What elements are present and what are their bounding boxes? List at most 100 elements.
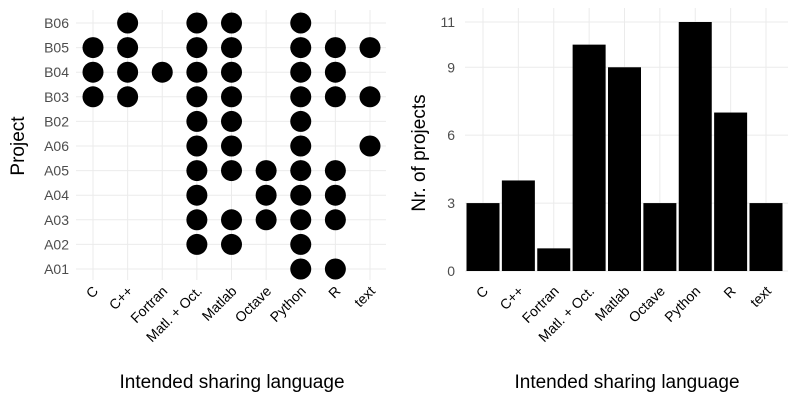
bar-fortran (537, 248, 571, 271)
bar-python (678, 22, 712, 271)
bar-c (501, 180, 535, 271)
dot-a06-python (290, 135, 312, 157)
dot-plot-y-tick-label: B03 (44, 89, 69, 105)
bar-chart-x-tick-label: C++ (496, 283, 526, 313)
dot-plot-y-tick-label: A01 (44, 261, 69, 277)
dot-b06-matl-oct (186, 12, 208, 34)
dot-b03-python (290, 86, 312, 108)
dot-b05-c (117, 37, 139, 59)
dot-plot-y-axis-title: Project (8, 116, 29, 176)
bar-chart-y-axis-title: Nr. of projects (409, 94, 430, 211)
bar-chart-x-axis-title: Intended sharing language (514, 372, 739, 393)
dot-plot-x-tick-label: Python (267, 283, 309, 325)
dot-a03-r (324, 209, 346, 231)
bar-chart-y-tick-label: 9 (447, 59, 455, 75)
dot-b03-text (359, 86, 381, 108)
dot-a05-matl-oct (186, 160, 208, 182)
dot-a04-matl-oct (186, 184, 208, 206)
dot-b05-python (290, 37, 312, 59)
dot-plot-y-tick-label: B04 (44, 64, 69, 80)
dot-plot-x-tick-label: C++ (106, 283, 136, 313)
dot-plot-points (82, 12, 381, 280)
dot-plot-x-tick-label: Matlab (199, 283, 240, 324)
bar-chart-x-tick-label: R (720, 283, 738, 301)
bar-c (466, 203, 500, 271)
bar-matl-oct (572, 44, 606, 271)
dot-plot-y-tick-label: A06 (44, 138, 69, 154)
dot-b02-matl-oct (186, 110, 208, 132)
dot-plot-y-ticks: A01 A02 A03 A04 A05 A06 B02 B03 B04 B05 B06 (44, 15, 69, 277)
dot-a04-r (324, 184, 346, 206)
dot-a02-python (290, 233, 312, 255)
bar-chart-y-tick-label: 0 (447, 263, 455, 279)
dot-b04-matl-oct (186, 61, 208, 83)
dot-plot-y-tick-label: A03 (44, 212, 69, 228)
bar-matlab (608, 67, 641, 271)
dot-a05-python (290, 160, 312, 182)
dot-b03-c (82, 86, 104, 108)
dot-b03-c (117, 86, 139, 108)
dot-b04-r (324, 61, 346, 83)
dot-b04-c (82, 61, 104, 83)
bar-octave (643, 203, 677, 271)
bar-chart-x-tick-label: Octave (625, 283, 668, 326)
dot-a04-python (290, 184, 312, 206)
bar-chart-y-tick-label: 3 (447, 195, 455, 211)
bar-r (714, 112, 748, 271)
dot-b05-r (324, 37, 346, 59)
dot-a01-r (324, 258, 346, 280)
bar-chart-x-tick-label: C (473, 283, 491, 301)
dot-b06-matlab (221, 12, 242, 34)
dot-a05-r (324, 160, 346, 182)
dot-a03-matlab (221, 209, 242, 231)
dot-plot-y-tick-label: B05 (44, 40, 69, 56)
dot-plot-y-tick-label: A04 (44, 187, 69, 203)
dot-plot-y-tick-label: B06 (44, 15, 69, 31)
dot-plot-x-tick-label: R (325, 283, 343, 301)
dot-a01-python (290, 258, 312, 280)
bar-chart-y-tick-label: 11 (440, 14, 455, 30)
dot-a06-text (359, 135, 381, 157)
dot-b04-python (290, 61, 312, 83)
bar-chart-x-tick-label: Python (661, 283, 703, 325)
bar-chart-x-tick-label: Matlab (592, 283, 633, 324)
dot-plot-y-tick-label: A02 (44, 236, 69, 252)
dot-a02-matlab (221, 233, 242, 255)
dot-b06-python (290, 12, 312, 34)
dot-b05-text (359, 37, 381, 59)
dot-a03-octave (255, 209, 277, 231)
dot-b04-c (117, 61, 139, 83)
dot-a06-matl-oct (186, 135, 208, 157)
dot-b06-c (117, 12, 139, 34)
dot-plot-x-tick-label: C (83, 283, 101, 301)
dot-plot-x-tick-label: Octave (232, 283, 275, 326)
dot-b05-c (82, 37, 104, 59)
dot-b03-matlab (221, 86, 242, 108)
dot-b04-matlab (221, 61, 242, 83)
dot-plot-x-axis-title: Intended sharing language (119, 372, 344, 393)
dot-b04-fortran (151, 61, 173, 83)
dot-a02-matl-oct (186, 233, 208, 255)
bar-text (749, 203, 783, 271)
dot-a06-matlab (221, 135, 242, 157)
dot-b05-matlab (221, 37, 242, 59)
dot-a05-matlab (221, 160, 242, 182)
bar-chart-y-ticks: 0 3 6 9 11 (440, 14, 455, 279)
dot-b02-matlab (221, 110, 242, 132)
dot-plot-x-tick-label: text (351, 283, 378, 310)
dot-b03-matl-oct (186, 86, 208, 108)
bar-chart-y-tick-label: 6 (447, 127, 455, 143)
dot-a05-octave (255, 160, 277, 182)
dot-a03-matl-oct (186, 209, 208, 231)
dot-b02-python (290, 110, 312, 132)
dot-b03-r (324, 86, 346, 108)
dot-plot-y-tick-label: A05 (44, 163, 69, 179)
dot-b05-matl-oct (186, 37, 208, 59)
dot-a03-python (290, 209, 312, 231)
dot-a04-octave (255, 184, 277, 206)
